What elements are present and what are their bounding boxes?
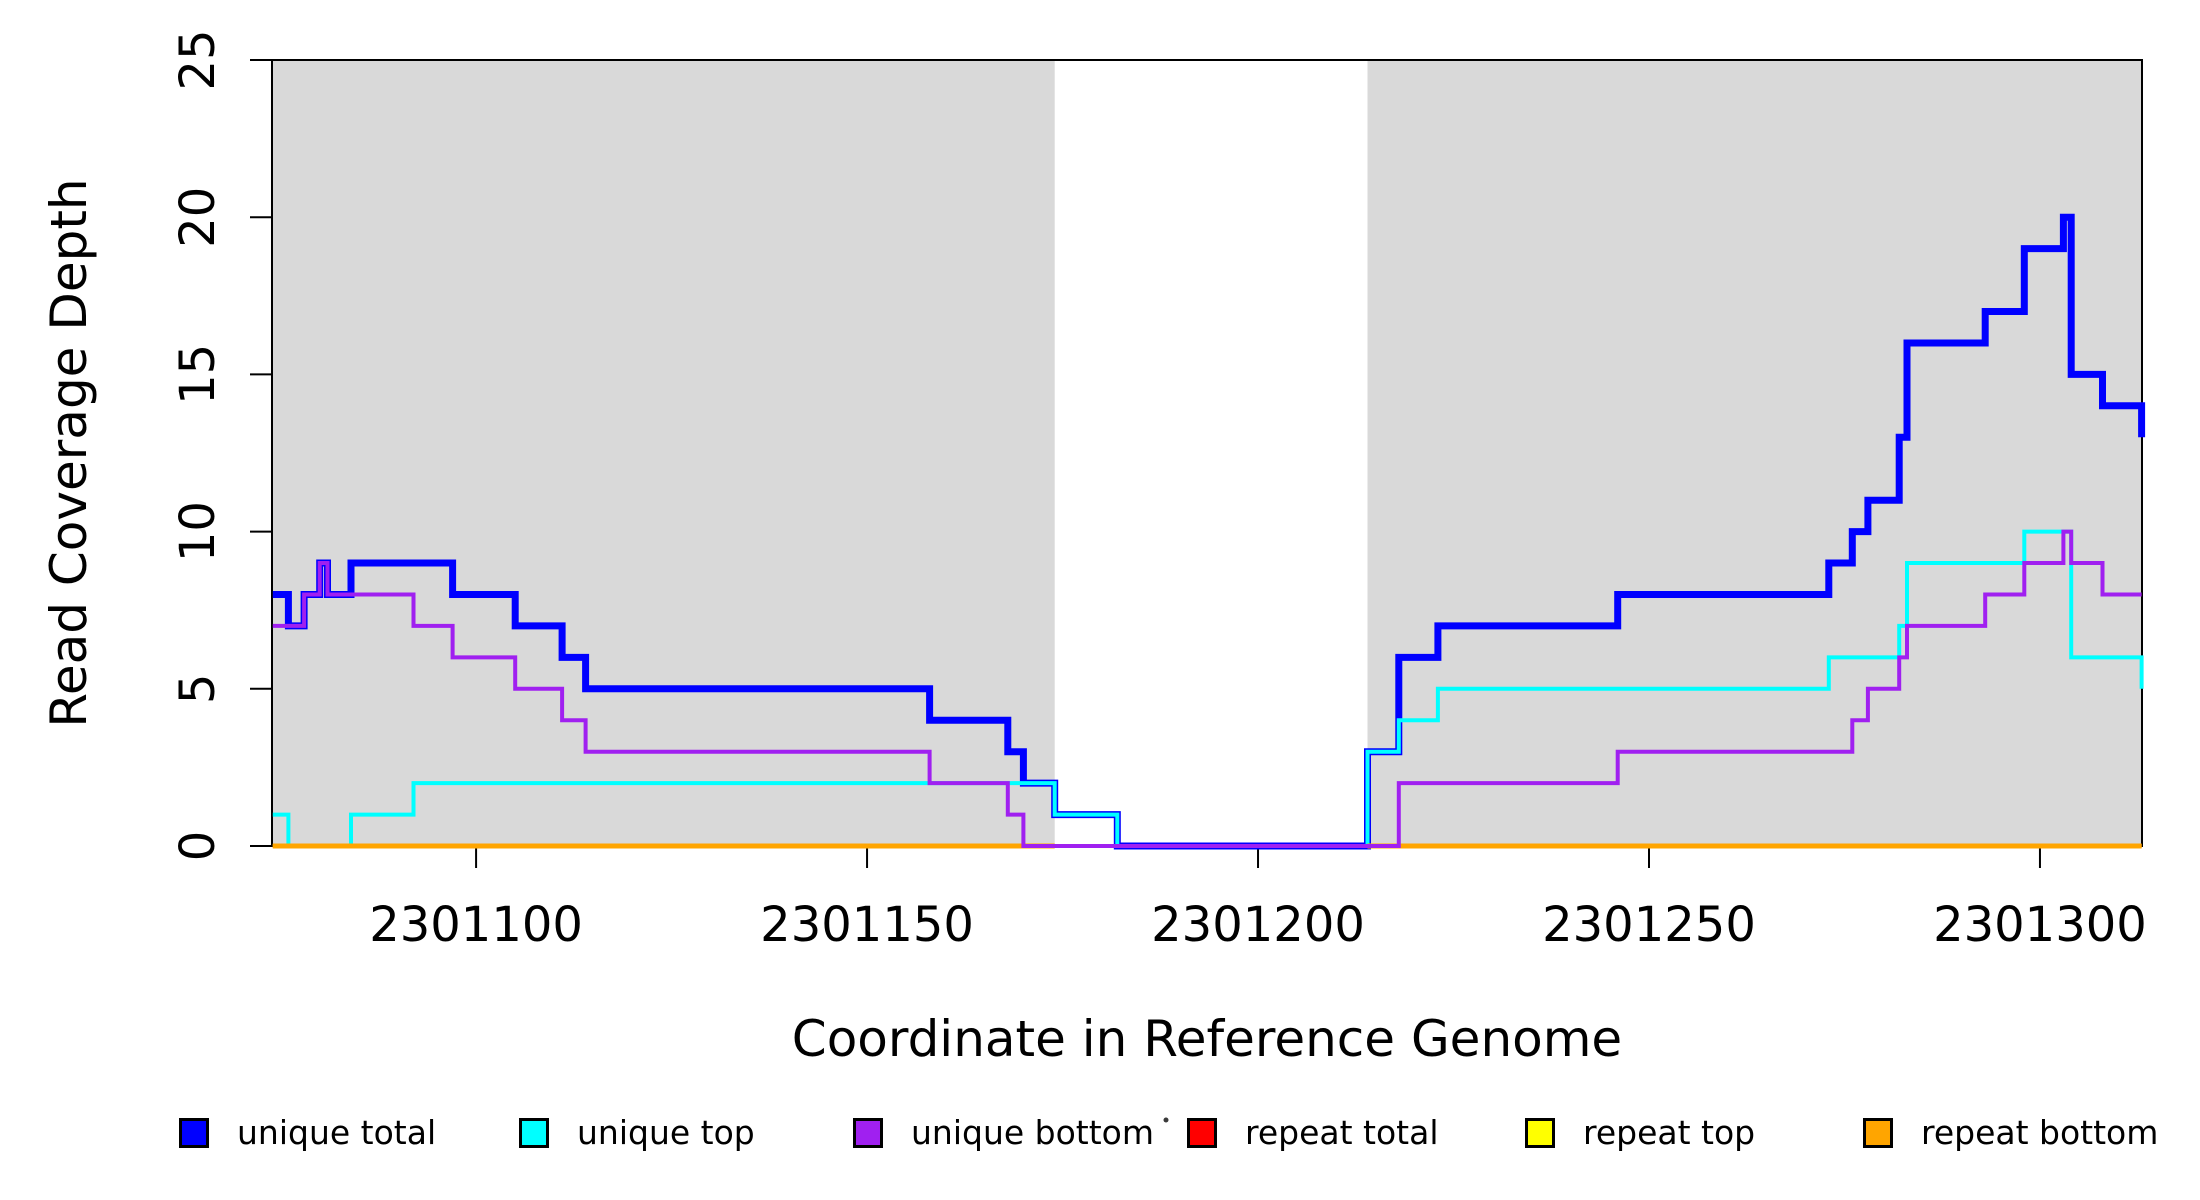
x-tick-label: 2301250 (1542, 897, 1756, 953)
series-unique-top-line (272, 529, 2144, 848)
shaded-region (272, 60, 1055, 846)
x-axis-title: Coordinate in Reference Genome (792, 1010, 1622, 1068)
shaded-regions (272, 60, 2142, 846)
shaded-region (1367, 60, 2142, 846)
y-tick-label: 25 (170, 29, 226, 90)
stray-dot-artifact (1163, 1117, 1169, 1123)
y-tick-label: 0 (170, 831, 226, 862)
x-axis-ticks: 2301100 2301150 2301200 2301250 2301300 (369, 846, 2147, 953)
x-tick-label: 2301300 (1933, 897, 2147, 953)
x-tick-label: 2301100 (369, 897, 583, 953)
y-axis-title: Read Coverage Depth (40, 178, 98, 727)
x-tick-label: 2301150 (760, 897, 974, 953)
y-tick-label: 20 (170, 187, 226, 248)
y-tick-label: 15 (170, 344, 226, 405)
series-lines (272, 213, 2146, 850)
x-tick-label: 2301200 (1151, 897, 1365, 953)
y-tick-label: 10 (170, 501, 226, 562)
y-axis-ticks: 0 5 10 15 20 25 (170, 29, 272, 861)
series-unique-bottom-line (272, 529, 2142, 848)
y-tick-label: 5 (170, 674, 226, 705)
